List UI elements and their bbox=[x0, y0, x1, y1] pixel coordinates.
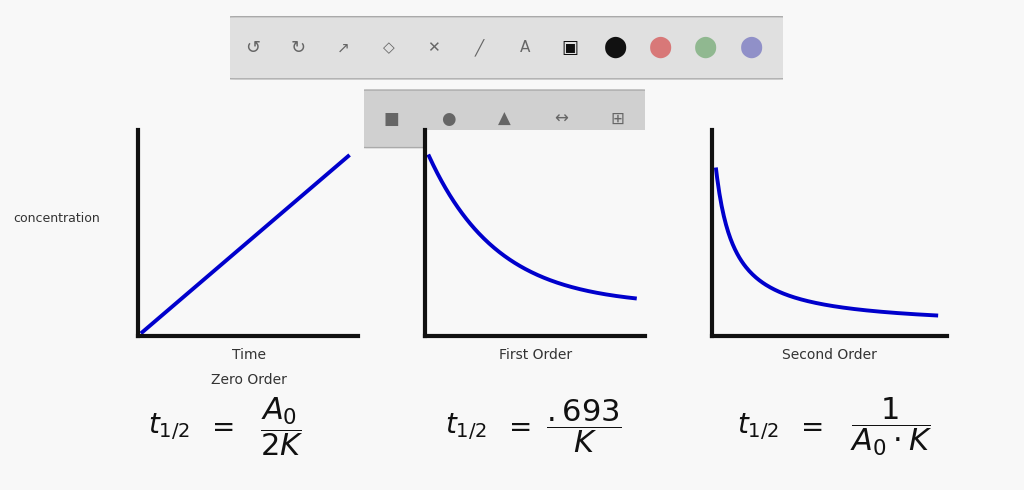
Text: ↗: ↗ bbox=[337, 40, 349, 55]
Text: ▲: ▲ bbox=[498, 110, 511, 128]
Text: Second Order: Second Order bbox=[782, 348, 877, 362]
Text: ⬤: ⬤ bbox=[739, 37, 763, 58]
Text: $=$: $=$ bbox=[795, 412, 823, 441]
Text: ⊞: ⊞ bbox=[610, 110, 624, 128]
Text: $t_{1/2}$: $t_{1/2}$ bbox=[737, 411, 778, 441]
Text: $\dfrac{1}{A_0 \cdot K}$: $\dfrac{1}{A_0 \cdot K}$ bbox=[850, 395, 932, 458]
Text: ▣: ▣ bbox=[561, 39, 579, 57]
Text: ✕: ✕ bbox=[427, 40, 440, 55]
Text: $t_{1/2}$: $t_{1/2}$ bbox=[148, 411, 189, 441]
Text: ⬤: ⬤ bbox=[603, 37, 627, 58]
Text: $\dfrac{.693}{K}$: $\dfrac{.693}{K}$ bbox=[546, 397, 622, 455]
Text: ╱: ╱ bbox=[475, 39, 483, 56]
Text: $=$: $=$ bbox=[206, 412, 234, 441]
FancyBboxPatch shape bbox=[225, 17, 788, 79]
FancyBboxPatch shape bbox=[360, 90, 648, 147]
Text: ●: ● bbox=[440, 110, 456, 128]
Text: $=$: $=$ bbox=[503, 412, 531, 441]
Text: ↺: ↺ bbox=[245, 39, 260, 57]
Text: ↔: ↔ bbox=[554, 110, 567, 128]
Text: Time: Time bbox=[231, 348, 266, 362]
Text: Zero Order: Zero Order bbox=[211, 373, 287, 387]
Text: ⬤: ⬤ bbox=[694, 37, 718, 58]
Text: First Order: First Order bbox=[499, 348, 572, 362]
Text: $\dfrac{A_0}{2K}$: $\dfrac{A_0}{2K}$ bbox=[260, 395, 303, 458]
Text: ↻: ↻ bbox=[290, 39, 305, 57]
Text: $t_{1/2}$: $t_{1/2}$ bbox=[445, 411, 486, 441]
Text: ■: ■ bbox=[384, 110, 399, 128]
Text: ⬤: ⬤ bbox=[649, 37, 673, 58]
Text: ◇: ◇ bbox=[383, 40, 394, 55]
Text: concentration: concentration bbox=[13, 212, 99, 224]
Text: A: A bbox=[519, 40, 529, 55]
